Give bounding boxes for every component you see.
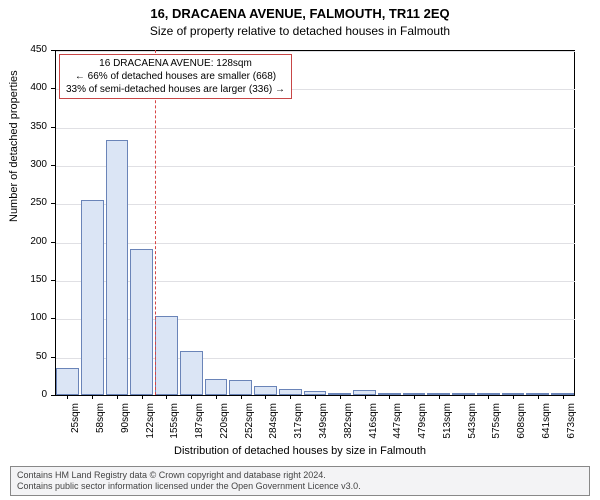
histogram-bar — [56, 368, 79, 395]
x-tick — [67, 395, 68, 399]
y-tick — [51, 50, 55, 51]
x-tick — [389, 395, 390, 399]
x-tick — [191, 395, 192, 399]
x-tick — [241, 395, 242, 399]
histogram-bar — [205, 379, 228, 395]
x-tick — [538, 395, 539, 399]
y-tick — [51, 395, 55, 396]
chart-container: 16, DRACAENA AVENUE, FALMOUTH, TR11 2EQ … — [0, 0, 600, 500]
y-tick-label: 150 — [17, 274, 47, 285]
y-tick-label: 0 — [17, 389, 47, 400]
x-tick — [265, 395, 266, 399]
y-axis-line — [55, 50, 56, 395]
x-axis-label: Distribution of detached houses by size … — [0, 445, 600, 457]
x-tick — [488, 395, 489, 399]
bars-group — [55, 50, 575, 395]
y-tick — [51, 165, 55, 166]
x-tick — [563, 395, 564, 399]
y-tick — [51, 203, 55, 204]
annotation-line-3: 33% of semi-detached houses are larger (… — [66, 83, 285, 96]
footer-line-1: Contains HM Land Registry data © Crown c… — [17, 470, 583, 481]
x-tick — [142, 395, 143, 399]
x-tick — [290, 395, 291, 399]
histogram-bar — [229, 380, 252, 395]
histogram-bar — [180, 351, 203, 395]
y-tick-label: 350 — [17, 121, 47, 132]
x-tick — [315, 395, 316, 399]
x-tick — [340, 395, 341, 399]
y-tick — [51, 318, 55, 319]
annotation-box: 16 DRACAENA AVENUE: 128sqm ← 66% of deta… — [59, 54, 292, 99]
y-tick — [51, 127, 55, 128]
footer-line-2: Contains public sector information licen… — [17, 481, 583, 492]
x-tick — [92, 395, 93, 399]
y-tick — [51, 280, 55, 281]
annotation-line-2: ← 66% of detached houses are smaller (66… — [66, 70, 285, 83]
annotation-line-1: 16 DRACAENA AVENUE: 128sqm — [66, 57, 285, 70]
y-tick-label: 300 — [17, 159, 47, 170]
y-tick-label: 50 — [17, 351, 47, 362]
histogram-bar — [130, 249, 153, 395]
x-tick — [216, 395, 217, 399]
chart-title-subtitle: Size of property relative to detached ho… — [0, 24, 600, 38]
x-tick — [439, 395, 440, 399]
attribution-footer: Contains HM Land Registry data © Crown c… — [10, 466, 590, 497]
x-tick — [365, 395, 366, 399]
x-tick — [513, 395, 514, 399]
x-tick — [464, 395, 465, 399]
x-tick — [166, 395, 167, 399]
y-tick-label: 250 — [17, 197, 47, 208]
y-axis-label: Number of detached properties — [8, 70, 20, 222]
y-tick — [51, 357, 55, 358]
reference-marker-line — [155, 50, 156, 395]
histogram-bar — [81, 200, 104, 396]
y-tick-label: 100 — [17, 312, 47, 323]
histogram-bar — [106, 140, 129, 395]
y-tick — [51, 242, 55, 243]
y-tick-label: 450 — [17, 44, 47, 55]
x-tick — [414, 395, 415, 399]
histogram-bar — [254, 386, 277, 395]
y-tick-label: 400 — [17, 82, 47, 93]
plot-area — [55, 50, 575, 395]
histogram-bar — [155, 316, 178, 395]
chart-title-address: 16, DRACAENA AVENUE, FALMOUTH, TR11 2EQ — [0, 6, 600, 21]
y-tick-label: 200 — [17, 236, 47, 247]
x-tick — [117, 395, 118, 399]
y-tick — [51, 88, 55, 89]
